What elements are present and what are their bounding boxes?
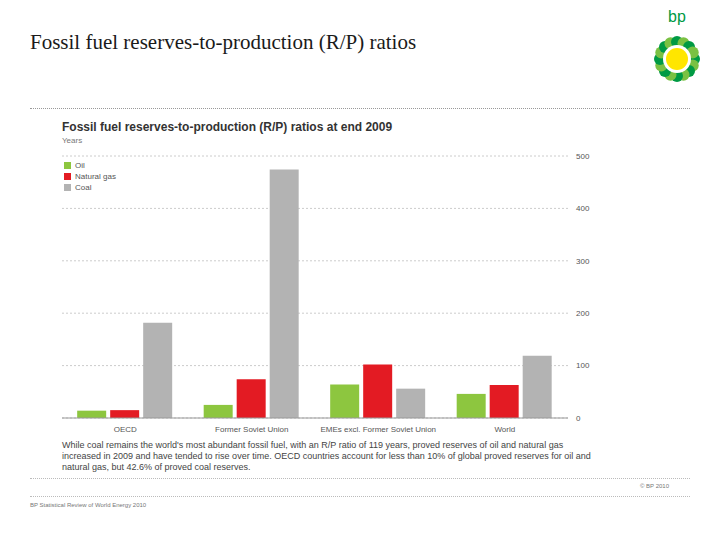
svg-text:0: 0 [576, 414, 581, 423]
html-text:bp: bp [668, 8, 686, 25]
svg-text:500: 500 [576, 152, 590, 161]
html-text:Years: Years [62, 136, 83, 145]
svg-text:EMEs excl. Former Soviet Union: EMEs excl. Former Soviet Union [320, 425, 436, 434]
html-text:While coal remains the world's: While coal remains the world's most abun… [62, 440, 591, 472]
html-text:Oil: Oil [75, 161, 85, 170]
html-text:BP Statistical Review of World: BP Statistical Review of World Energy 20… [30, 502, 147, 508]
svg-text:100: 100 [576, 361, 590, 370]
svg-text:200: 200 [576, 309, 590, 318]
svg-text:300: 300 [576, 257, 590, 266]
html-text:Natural gas: Natural gas [75, 172, 116, 181]
svg-text:World: World [494, 425, 515, 434]
svg-text:OECD: OECD [114, 425, 137, 434]
html-text:© BP 2010: © BP 2010 [640, 483, 669, 489]
html-text:Coal: Coal [75, 183, 92, 192]
svg-text:400: 400 [576, 204, 590, 213]
svg-text:Former Soviet Union: Former Soviet Union [215, 425, 288, 434]
html-text:Fossil fuel reserves-to-produc: Fossil fuel reserves-to-production (R/P)… [62, 120, 393, 134]
html-text:Fossil fuel reserves-to-produc: Fossil fuel reserves-to-production (R/P)… [30, 30, 417, 54]
